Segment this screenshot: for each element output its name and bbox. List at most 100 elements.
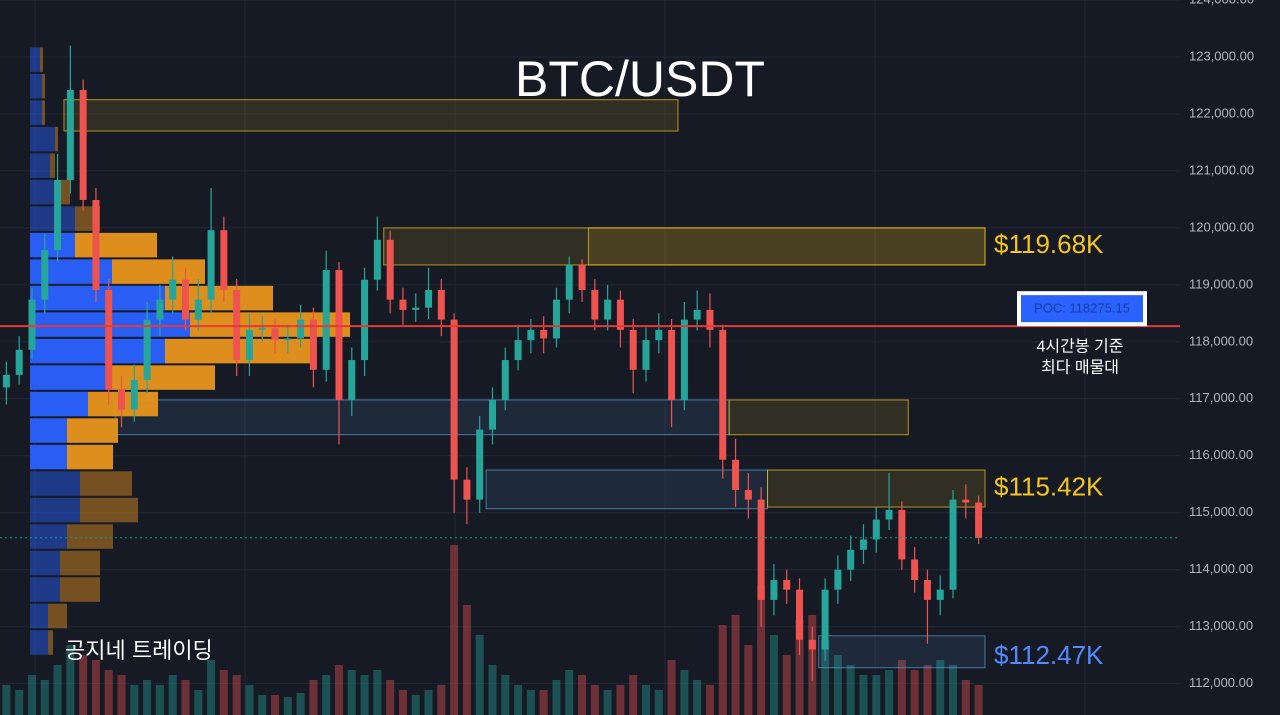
volume-bar xyxy=(271,695,280,715)
profile-buy xyxy=(30,577,60,602)
candle-body xyxy=(258,328,266,330)
volume-bar xyxy=(79,655,88,715)
volume-bar xyxy=(411,695,420,715)
candle-body xyxy=(578,264,586,290)
volume-bar xyxy=(117,675,126,715)
candle-body xyxy=(911,559,919,580)
candle-body xyxy=(655,329,663,341)
profile-buy xyxy=(30,100,42,125)
volume-bar xyxy=(910,670,919,715)
volume-bar xyxy=(731,615,740,715)
volume-bar xyxy=(27,675,36,715)
volume-bar xyxy=(603,690,612,715)
candle-body xyxy=(79,90,87,200)
volume-bar xyxy=(744,645,753,715)
volume-bar xyxy=(475,635,484,715)
profile-sell xyxy=(112,259,205,284)
candle-body xyxy=(450,319,458,480)
profile-buy xyxy=(30,338,165,364)
candle-body xyxy=(552,299,560,339)
profile-buy xyxy=(30,232,75,258)
candle-body xyxy=(796,589,804,640)
profile-buy xyxy=(30,603,48,629)
candle-body xyxy=(399,299,407,310)
volume-bar xyxy=(450,545,459,715)
volume-bar xyxy=(219,670,228,715)
profile-buy xyxy=(30,497,80,523)
profile-sell xyxy=(55,126,58,152)
volume-bar xyxy=(616,685,625,715)
volume-bar xyxy=(642,685,651,715)
volume-bar xyxy=(437,685,446,715)
profile-buy xyxy=(30,444,67,470)
candle-body xyxy=(105,289,113,390)
profile-sell xyxy=(80,471,132,496)
volume-bar xyxy=(769,635,778,715)
volume-bar xyxy=(552,680,561,715)
y-tick-label: 113,000.00 xyxy=(1189,618,1253,633)
poc-box xyxy=(1017,291,1147,327)
candle-body xyxy=(949,499,957,590)
candle-body xyxy=(591,289,599,320)
candle-body xyxy=(373,239,381,280)
poc-note: 최다 매물대 xyxy=(1041,358,1119,376)
candle-body xyxy=(361,279,369,361)
volume-bar xyxy=(859,675,868,715)
price-axis xyxy=(1180,0,1280,715)
candle-body xyxy=(706,309,714,330)
candle-body xyxy=(604,299,612,320)
profile-buy xyxy=(30,73,42,99)
volume-bar xyxy=(565,670,574,715)
volume-bar xyxy=(680,670,689,715)
candle-body xyxy=(975,502,983,538)
profile-sell xyxy=(50,153,55,178)
watermark: 공지네 트레이딩 xyxy=(65,638,213,663)
profile-sell xyxy=(67,524,113,549)
volume-bar xyxy=(66,645,75,715)
volume-bar xyxy=(578,675,587,715)
candle-body xyxy=(335,270,343,400)
candle-body xyxy=(757,499,765,600)
volume-bar xyxy=(373,670,382,715)
volume-bar xyxy=(386,680,395,715)
poc-note: 4시간봉 기준 xyxy=(1037,337,1124,355)
volume-bar xyxy=(53,665,62,715)
poc-label: POC: 118275.15 xyxy=(1034,301,1130,316)
candle-body xyxy=(15,349,23,375)
candle-body xyxy=(680,319,688,400)
volume-bar xyxy=(296,693,305,715)
volume-bar xyxy=(705,685,714,715)
candle-body xyxy=(821,589,829,650)
profile-buy xyxy=(30,153,50,178)
volume-bar xyxy=(936,660,945,715)
volume-bar xyxy=(539,690,548,715)
volume-bar xyxy=(885,670,894,715)
profile-sell xyxy=(42,73,45,99)
y-tick-label: 115,000.00 xyxy=(1189,504,1253,519)
profile-buy xyxy=(30,47,40,72)
profile-sell xyxy=(42,100,45,125)
profile-sell xyxy=(75,232,157,258)
candle-body xyxy=(527,329,535,341)
volume-bar xyxy=(347,670,356,715)
candle-body xyxy=(66,90,74,181)
candle-body xyxy=(629,329,637,370)
candle-body xyxy=(284,338,292,341)
volume-bar xyxy=(15,690,24,715)
chart-title: BTC/USDT xyxy=(515,51,765,107)
candle-body xyxy=(783,579,791,590)
profile-sell xyxy=(60,577,100,602)
candle-body xyxy=(92,199,100,290)
candle-body xyxy=(309,319,317,370)
candle-body xyxy=(220,230,228,290)
volume-bar xyxy=(667,660,676,715)
candle-body xyxy=(2,374,10,388)
y-tick-label: 114,000.00 xyxy=(1189,561,1253,576)
candle-body xyxy=(156,299,164,320)
y-tick-label: 123,000.00 xyxy=(1189,48,1254,63)
volume-bar xyxy=(590,685,599,715)
volume-bar xyxy=(283,697,292,715)
y-tick-label: 124,000.00 xyxy=(1189,0,1254,6)
volume-bar xyxy=(398,690,407,715)
